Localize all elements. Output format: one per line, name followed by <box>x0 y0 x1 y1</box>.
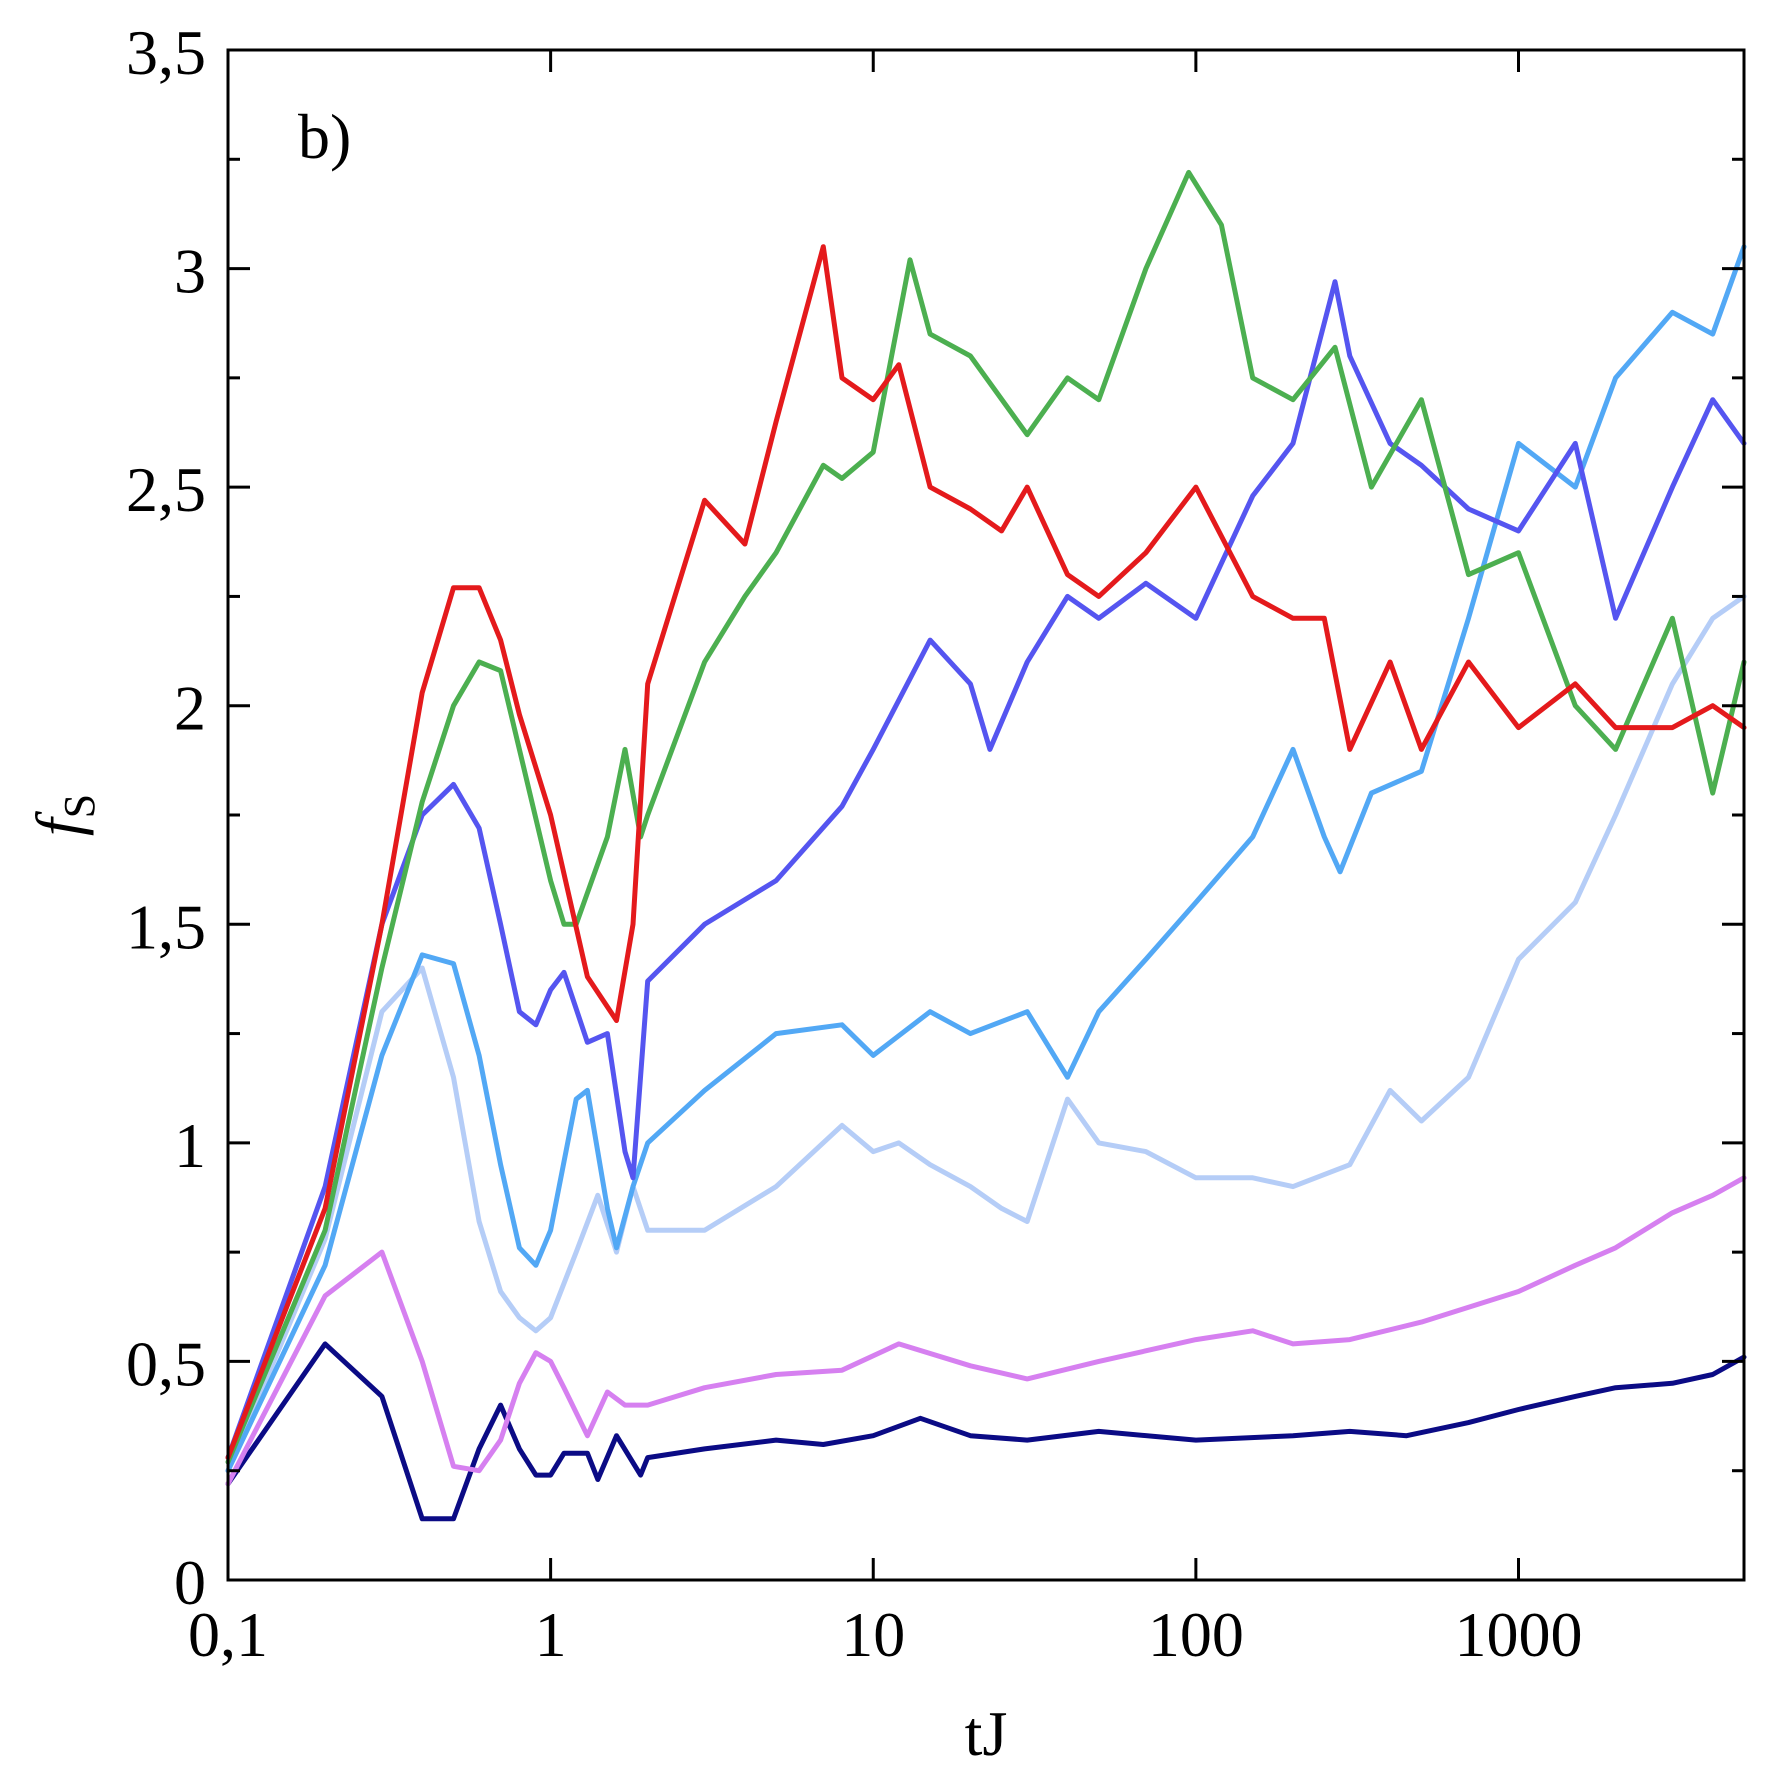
y-axis-label: fS <box>23 794 104 836</box>
x-tick-label: 0,1 <box>188 1599 268 1670</box>
series-line-2 <box>225 1175 1747 1487</box>
y-tick-label: 0,5 <box>126 1328 206 1399</box>
y-tick-label: 2 <box>174 673 206 744</box>
y-tick-label: 3,5 <box>126 17 206 88</box>
y-tick-label: 1 <box>174 1110 206 1181</box>
y-tick-label: 3 <box>174 236 206 307</box>
x-tick-label: 1 <box>535 1599 567 1670</box>
series-line-4 <box>225 244 1747 1474</box>
x-tick-label: 10 <box>841 1599 905 1670</box>
x-tick-label: 100 <box>1148 1599 1244 1670</box>
series-line-5 <box>225 279 1747 1461</box>
series-line-1 <box>225 1341 1747 1522</box>
y-tick-label: 1,5 <box>126 891 206 962</box>
y-tick-label: 0 <box>174 1547 206 1618</box>
panel-label: b) <box>298 101 351 172</box>
y-tick-label: 2,5 <box>126 454 206 525</box>
series-layer <box>225 169 1747 1522</box>
x-axis-label: tJ <box>965 1698 1008 1769</box>
x-tick-label: 1000 <box>1454 1599 1582 1670</box>
y-axis-label-sub: S <box>55 794 104 818</box>
plot-frame <box>226 48 1746 1582</box>
tick-layer: 0 0,5 1 1,5 2 2,5 3 3,5 0,1 1 10 100 1000 <box>126 17 1744 1670</box>
series-line-3 <box>225 593 1747 1474</box>
series-line-7 <box>225 244 1747 1461</box>
series-line-6 <box>225 169 1747 1465</box>
